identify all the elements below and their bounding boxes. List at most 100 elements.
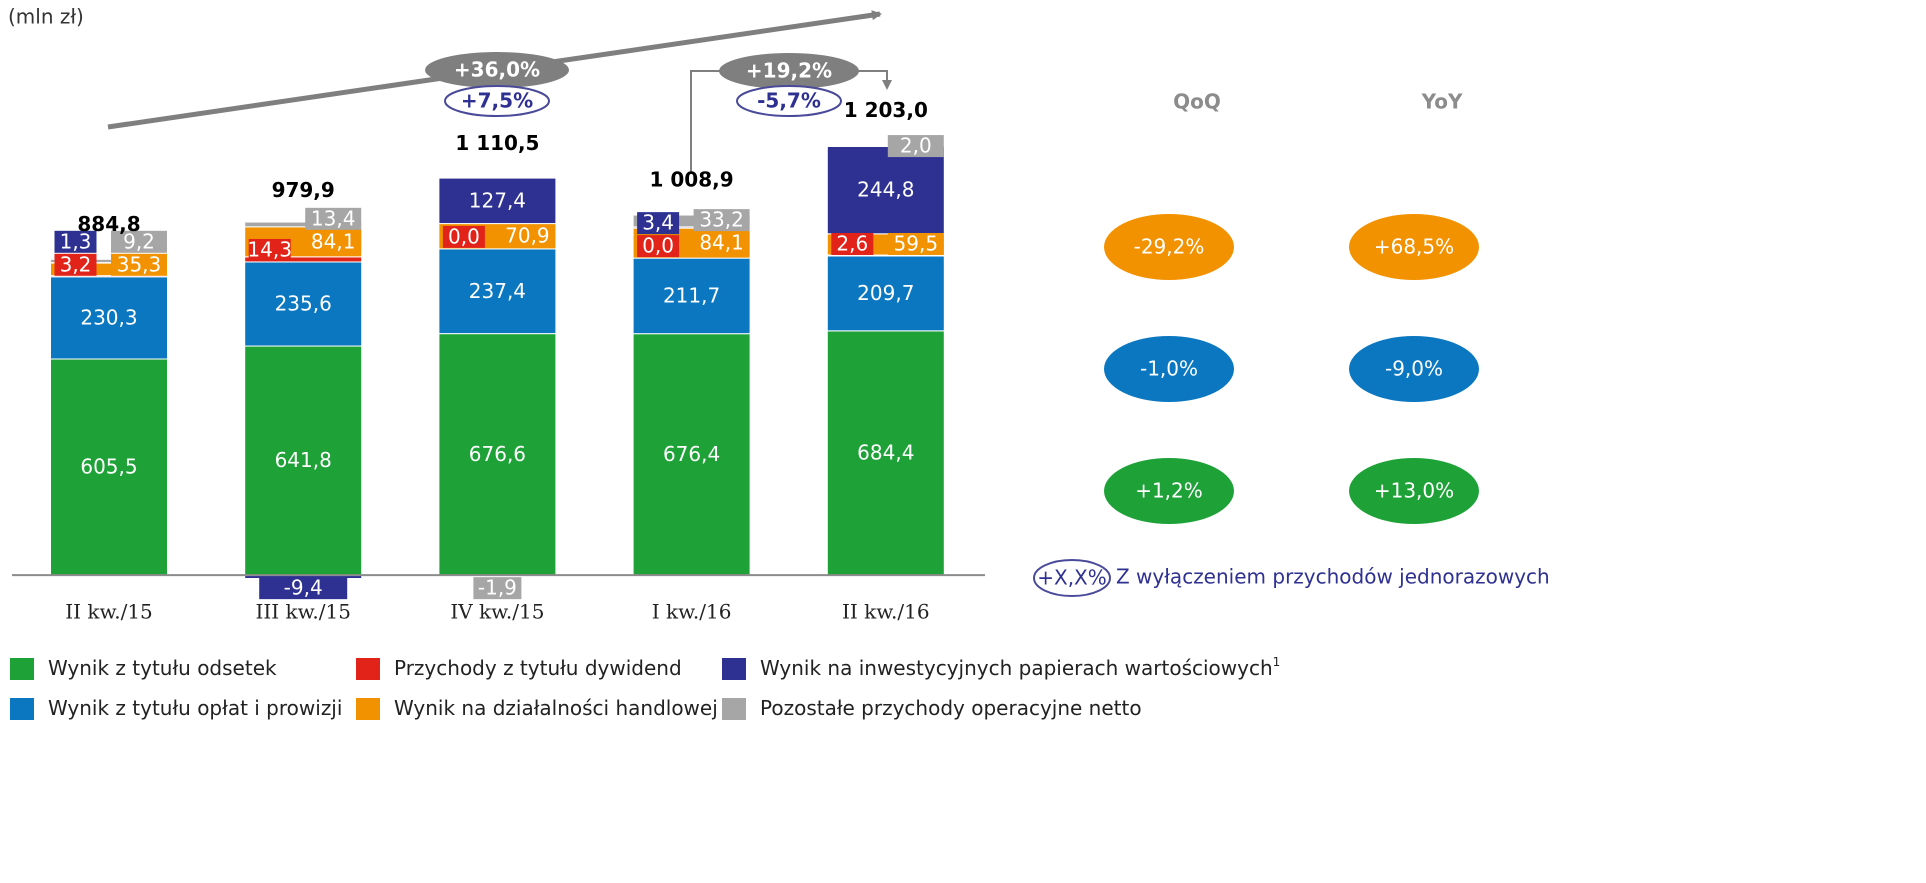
qoq-total: +19,2% xyxy=(746,59,832,83)
qoq-connector xyxy=(690,70,892,172)
segment-label: 14,3 xyxy=(247,237,292,261)
yoy-oval xyxy=(425,52,569,88)
comparison-value: -9,0% xyxy=(1385,357,1443,381)
note-text: Z wyłączeniem przychodów jednorazowych xyxy=(1116,565,1550,589)
total-label: 1 008,9 xyxy=(650,168,734,192)
segment-label-box xyxy=(693,209,750,232)
segment-label-box xyxy=(259,577,348,600)
segment-label-box xyxy=(473,577,522,600)
legend-label: Przychody z tytułu dywidend xyxy=(394,656,682,680)
unit-label: (mln zł) xyxy=(8,5,84,29)
segment-label-box xyxy=(831,232,874,255)
legend-swatch xyxy=(356,658,380,680)
total-label: 1 110,5 xyxy=(455,131,539,155)
segment-label: 84,1 xyxy=(311,229,356,253)
bar-segment xyxy=(244,221,363,228)
segment-label: 127,4 xyxy=(469,188,526,212)
bar-segment xyxy=(826,145,945,147)
segment-label: 0,0 xyxy=(448,224,480,248)
segment-label: -1,9 xyxy=(478,576,517,600)
segment-label: 235,6 xyxy=(275,291,332,315)
segment-label-box xyxy=(887,232,944,255)
segment-label: 211,7 xyxy=(663,283,720,307)
yoy-total: +36,0% xyxy=(454,58,540,82)
legend-label: Wynik z tytułu odsetek xyxy=(48,656,277,680)
segment-label: 684,4 xyxy=(857,440,914,464)
segment-label-box xyxy=(442,225,485,248)
segment-label: 70,9 xyxy=(505,224,550,248)
x-tick-label: IV kw./15 xyxy=(450,600,544,624)
bar-segment xyxy=(632,257,751,335)
legend-name: Wynik z tytułu odsetek xyxy=(48,656,277,680)
segment-label: 35,3 xyxy=(117,252,162,276)
qoq-adjusted: -5,7% xyxy=(757,89,821,113)
note-oval xyxy=(1033,559,1111,597)
segment-label: 676,6 xyxy=(469,442,526,466)
segment-label: -9,4 xyxy=(284,576,323,600)
legend-swatch xyxy=(722,658,746,680)
x-tick-label: I kw./16 xyxy=(652,600,732,624)
total-label: 1 203,0 xyxy=(844,98,928,122)
legend-swatch xyxy=(10,698,34,720)
segment-label: 9,2 xyxy=(123,229,155,253)
legend-name: Przychody z tytułu dywidend xyxy=(394,656,682,680)
x-tick-label: II kw./15 xyxy=(65,600,153,624)
legend-footnote: 1 xyxy=(1273,655,1281,669)
segment-label-box xyxy=(637,235,680,258)
x-tick-label: II kw./16 xyxy=(842,600,930,624)
total-label: 884,8 xyxy=(77,212,140,236)
segment-label: 230,3 xyxy=(80,305,137,329)
segment-label: 3,2 xyxy=(60,252,92,276)
col-header: QoQ xyxy=(1173,90,1221,114)
segment-label-box xyxy=(499,225,556,248)
segment-label-box xyxy=(887,135,944,158)
bar-segment xyxy=(438,177,557,225)
segment-label-box xyxy=(305,230,362,253)
segment-label: 59,5 xyxy=(894,231,939,255)
segment-label: 1,3 xyxy=(60,229,92,253)
bar-segment xyxy=(50,258,168,264)
comparison-oval xyxy=(1349,336,1479,402)
segment-label: 3,4 xyxy=(642,211,674,235)
legend-name: Pozostałe przychody operacyjne netto xyxy=(760,696,1142,720)
yoy-adj-oval xyxy=(444,85,550,117)
comparison-value: +68,5% xyxy=(1374,235,1454,259)
yoy-adjusted: +7,5% xyxy=(461,89,533,113)
segment-label: 605,5 xyxy=(80,455,137,479)
note-sample: +X,X% xyxy=(1037,566,1107,590)
legend-swatch xyxy=(722,698,746,720)
comparison-oval xyxy=(1104,214,1234,280)
comparison-oval xyxy=(1349,458,1479,524)
segment-label-box xyxy=(248,238,291,261)
bar-segment xyxy=(244,345,363,576)
legend-swatch xyxy=(10,658,34,680)
legend-swatch xyxy=(356,698,380,720)
segment-label-box xyxy=(693,232,750,255)
comparison-value: -1,0% xyxy=(1140,357,1198,381)
comparison-oval xyxy=(1104,458,1234,524)
segment-label: 2,0 xyxy=(900,134,932,158)
bar-segment xyxy=(244,261,363,347)
comparison-oval xyxy=(1349,214,1479,280)
bar-segment xyxy=(632,333,751,576)
segment-label: 237,4 xyxy=(469,279,526,303)
segment-label: 641,8 xyxy=(275,448,332,472)
segment-label: 33,2 xyxy=(699,208,744,232)
col-header: YoY xyxy=(1421,90,1463,114)
bar-segment xyxy=(438,248,557,335)
x-tick-label: III kw./15 xyxy=(255,600,350,624)
segment-label-box xyxy=(637,212,680,235)
legend-label: Wynik na działalności handlowej xyxy=(394,696,718,720)
segment-label: 0,0 xyxy=(642,234,674,258)
segment-label: 2,6 xyxy=(836,231,868,255)
comparison-oval xyxy=(1104,336,1234,402)
segment-label-box xyxy=(54,230,97,253)
bar-segment xyxy=(438,333,557,576)
legend-label: Pozostałe przychody operacyjne netto xyxy=(760,696,1142,720)
legend-name: Wynik na inwestycyjnych papierach wartoś… xyxy=(760,656,1273,680)
legend-label: Wynik z tytułu opłat i prowizji xyxy=(48,696,342,720)
bar-segment xyxy=(50,358,168,576)
segment-label: 13,4 xyxy=(311,206,356,230)
segment-label-box xyxy=(111,253,167,276)
bar-segment xyxy=(50,276,168,360)
